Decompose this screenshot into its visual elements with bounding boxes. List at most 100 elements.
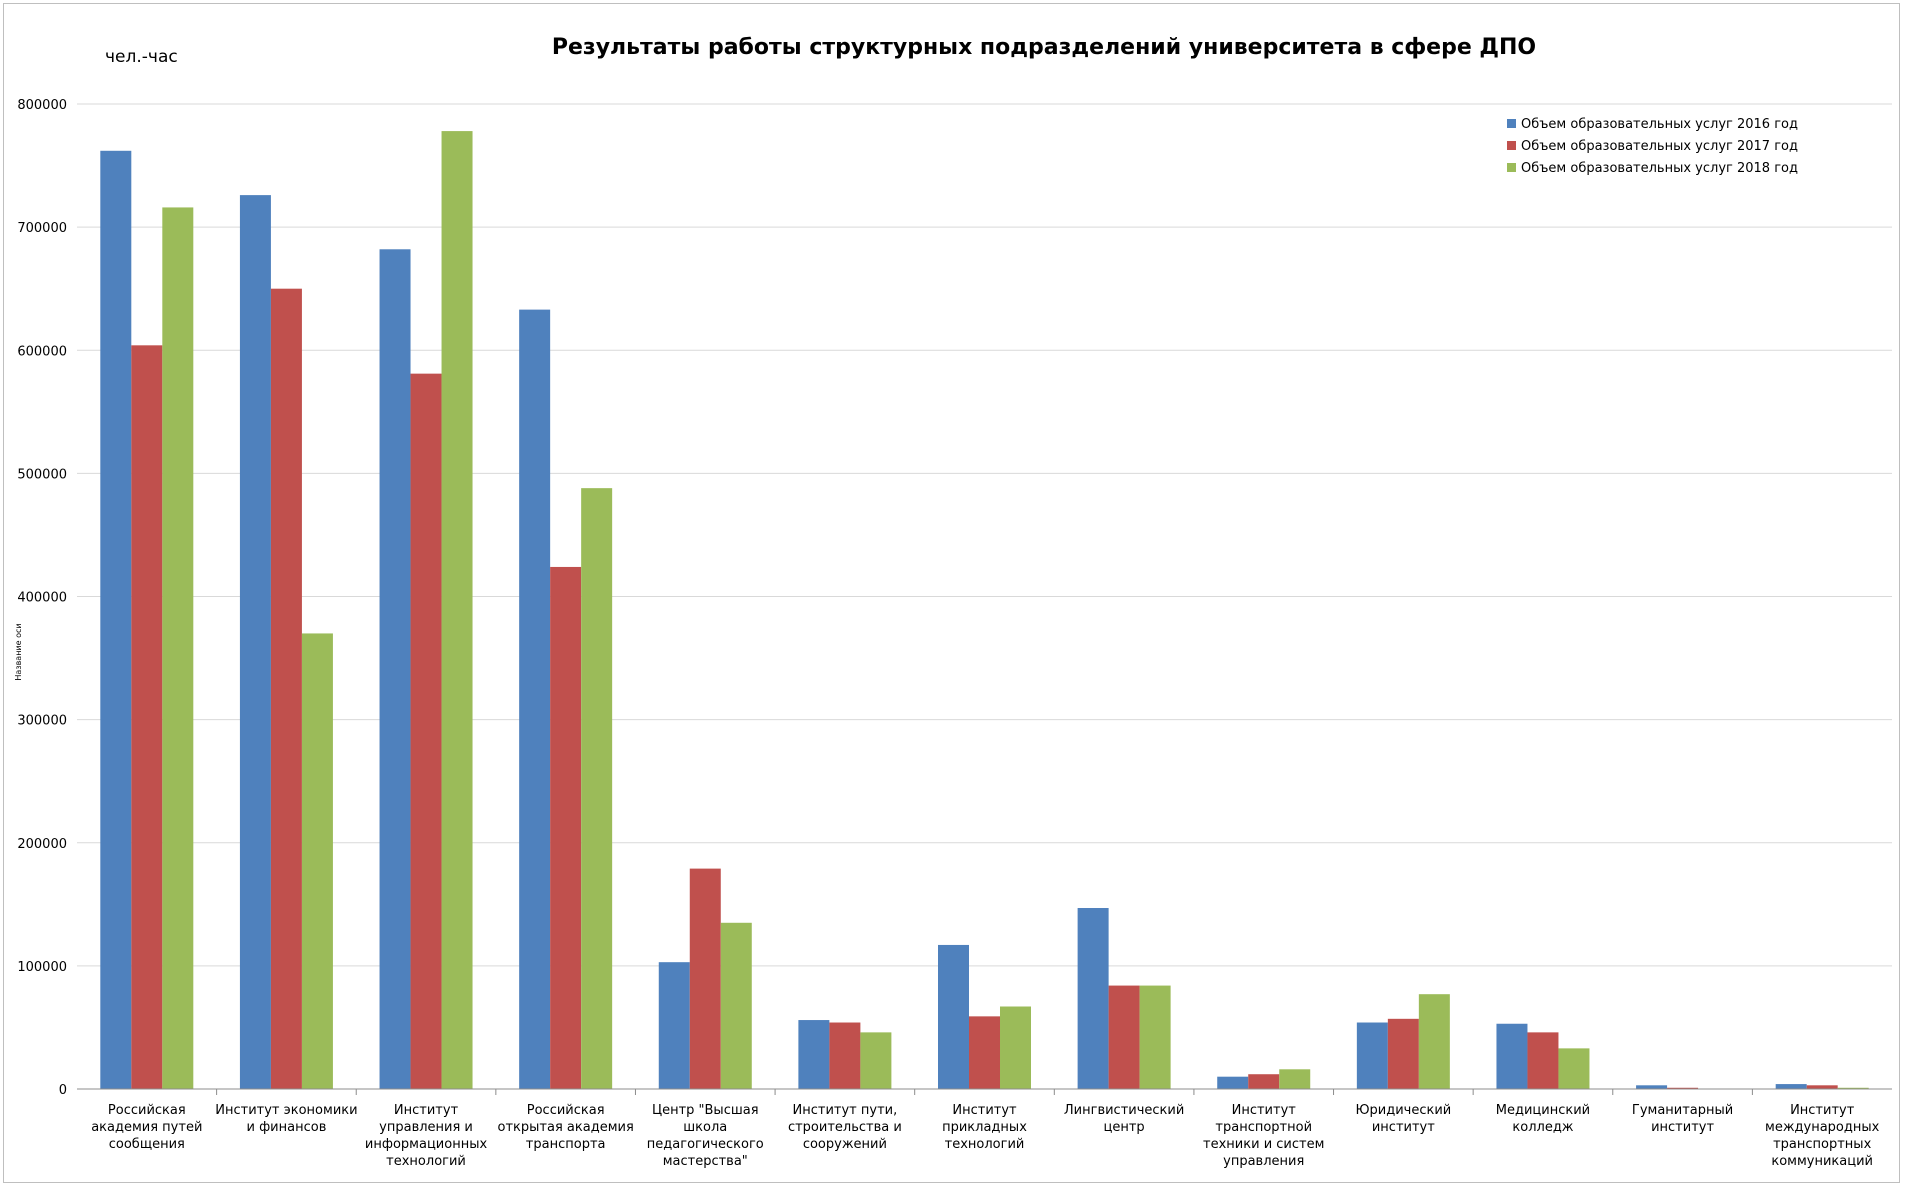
bar-2-8 [1109, 986, 1140, 1089]
x-tick-label: Институт [1232, 1103, 1297, 1118]
chart-title: Результаты работы структурных подразделе… [552, 35, 1536, 60]
bar-2-3 [411, 374, 442, 1089]
y-tick-label: 400000 [17, 591, 67, 606]
chart-frame: Результаты работы структурных подразделе… [3, 3, 1900, 1183]
x-tick-label: школа [683, 1120, 727, 1135]
x-tick-label: Институт [394, 1103, 459, 1118]
bar-1-13 [1776, 1084, 1807, 1089]
bar-2-4 [550, 567, 581, 1089]
y-tick-label: 700000 [17, 221, 67, 236]
x-tick-label: международных [1765, 1120, 1880, 1135]
bars [100, 131, 1868, 1089]
x-tick-label: информационных [365, 1137, 488, 1152]
bar-2-2 [271, 289, 302, 1089]
bar-1-12 [1636, 1085, 1667, 1089]
x-tick-label: коммуникаций [1771, 1154, 1873, 1169]
x-tick-label: Юридический [1355, 1103, 1451, 1118]
x-tick-label: Гуманитарный [1632, 1103, 1733, 1118]
bar-1-6 [798, 1020, 829, 1089]
unit-label: чел.-час [105, 47, 178, 67]
x-tick-label: транспортной [1215, 1120, 1312, 1135]
x-tick-label: мастерства" [663, 1154, 748, 1169]
y-tick-label: 300000 [17, 714, 67, 729]
y-tick-label: 800000 [17, 98, 67, 113]
x-tick-label: колледж [1512, 1120, 1573, 1135]
x-axis [77, 1089, 1892, 1095]
x-tick-label: Российская [108, 1103, 186, 1118]
bar-1-10 [1357, 1023, 1388, 1089]
bar-2-6 [829, 1023, 860, 1089]
bar-3-7 [1000, 1007, 1031, 1089]
x-tick-label: техники и систем [1203, 1137, 1324, 1152]
x-tick-label: сооружений [803, 1137, 887, 1152]
x-tick-label: Российская [527, 1103, 605, 1118]
bar-chart: Результаты работы структурных подразделе… [4, 4, 1901, 1184]
bar-3-6 [860, 1032, 891, 1089]
bar-1-9 [1217, 1077, 1248, 1089]
x-axis-ticks: Российская академия путей сообщения Институ… [91, 1103, 1879, 1169]
bar-2-7 [969, 1016, 1000, 1089]
x-tick-label: прикладных [942, 1120, 1027, 1135]
bar-1-3 [380, 249, 411, 1089]
bar-2-1 [131, 345, 162, 1089]
x-tick-label: Институт экономики [215, 1103, 357, 1118]
x-tick-label: строительства и [788, 1120, 902, 1135]
x-tick-label: управления и [379, 1120, 473, 1135]
bar-3-9 [1279, 1069, 1310, 1089]
x-tick-label: технологий [386, 1154, 466, 1169]
bar-2-9 [1248, 1074, 1279, 1089]
legend-swatch [1507, 163, 1516, 172]
legend-swatch [1507, 119, 1516, 128]
x-tick-label: институт [1372, 1120, 1435, 1135]
x-tick-label: сообщения [109, 1137, 185, 1152]
bar-3-8 [1140, 986, 1171, 1089]
legend-swatch [1507, 141, 1516, 150]
x-tick-label: транспорта [526, 1137, 606, 1152]
legend-entry: Объем образовательных услуг 2016 год [1521, 117, 1798, 132]
x-tick-label: Институт пути, [793, 1103, 898, 1118]
bar-1-7 [938, 945, 969, 1089]
bar-3-1 [162, 207, 193, 1089]
x-tick-label: Центр "Высшая [652, 1103, 759, 1118]
bar-2-13 [1807, 1085, 1838, 1089]
y-tick-label: 0 [59, 1083, 67, 1098]
bar-3-2 [302, 633, 333, 1089]
bar-3-3 [442, 131, 473, 1089]
y-tick-label: 200000 [17, 837, 67, 852]
x-tick-label: институт [1651, 1120, 1714, 1135]
gridlines [77, 104, 1892, 966]
bar-3-10 [1419, 994, 1450, 1089]
bar-1-8 [1078, 908, 1109, 1089]
x-tick-label: центр [1104, 1120, 1145, 1135]
y-axis-title: Название оси [14, 623, 23, 680]
x-tick-label: Медицинский [1496, 1103, 1590, 1118]
x-tick-label: педагогического [647, 1137, 764, 1152]
bar-2-10 [1388, 1019, 1419, 1089]
x-tick-label: технологий [945, 1137, 1025, 1152]
y-tick-label: 500000 [17, 467, 67, 482]
x-tick-label: открытая академия [498, 1120, 634, 1135]
x-tick-label: Институт [1790, 1103, 1855, 1118]
y-tick-label: 600000 [17, 344, 67, 359]
legend-entry: Объем образовательных услуг 2017 год [1521, 139, 1798, 154]
bar-2-11 [1527, 1032, 1558, 1089]
legend-entry: Объем образовательных услуг 2018 год [1521, 161, 1798, 176]
bar-3-4 [581, 488, 612, 1089]
bar-1-5 [659, 962, 690, 1089]
bar-3-11 [1558, 1048, 1589, 1089]
x-tick-label: и финансов [246, 1120, 326, 1135]
bar-1-1 [100, 151, 131, 1089]
bar-3-5 [721, 923, 752, 1089]
x-tick-label: Институт [952, 1103, 1017, 1118]
x-tick-label: Лингвистический [1064, 1103, 1184, 1118]
x-tick-label: академия путей [91, 1120, 202, 1135]
bar-1-4 [519, 310, 550, 1089]
bar-1-11 [1496, 1024, 1527, 1089]
x-tick-label: управления [1223, 1154, 1304, 1169]
y-tick-label: 100000 [17, 960, 67, 975]
bar-1-2 [240, 195, 271, 1089]
x-tick-label: транспортных [1773, 1137, 1871, 1152]
y-axis-ticks: 0 100000 200000 300000 400000 500000 600000 700… [17, 98, 67, 1098]
legend: Объем образовательных услуг 2016 год Объе… [1507, 117, 1798, 176]
bar-2-5 [690, 869, 721, 1089]
